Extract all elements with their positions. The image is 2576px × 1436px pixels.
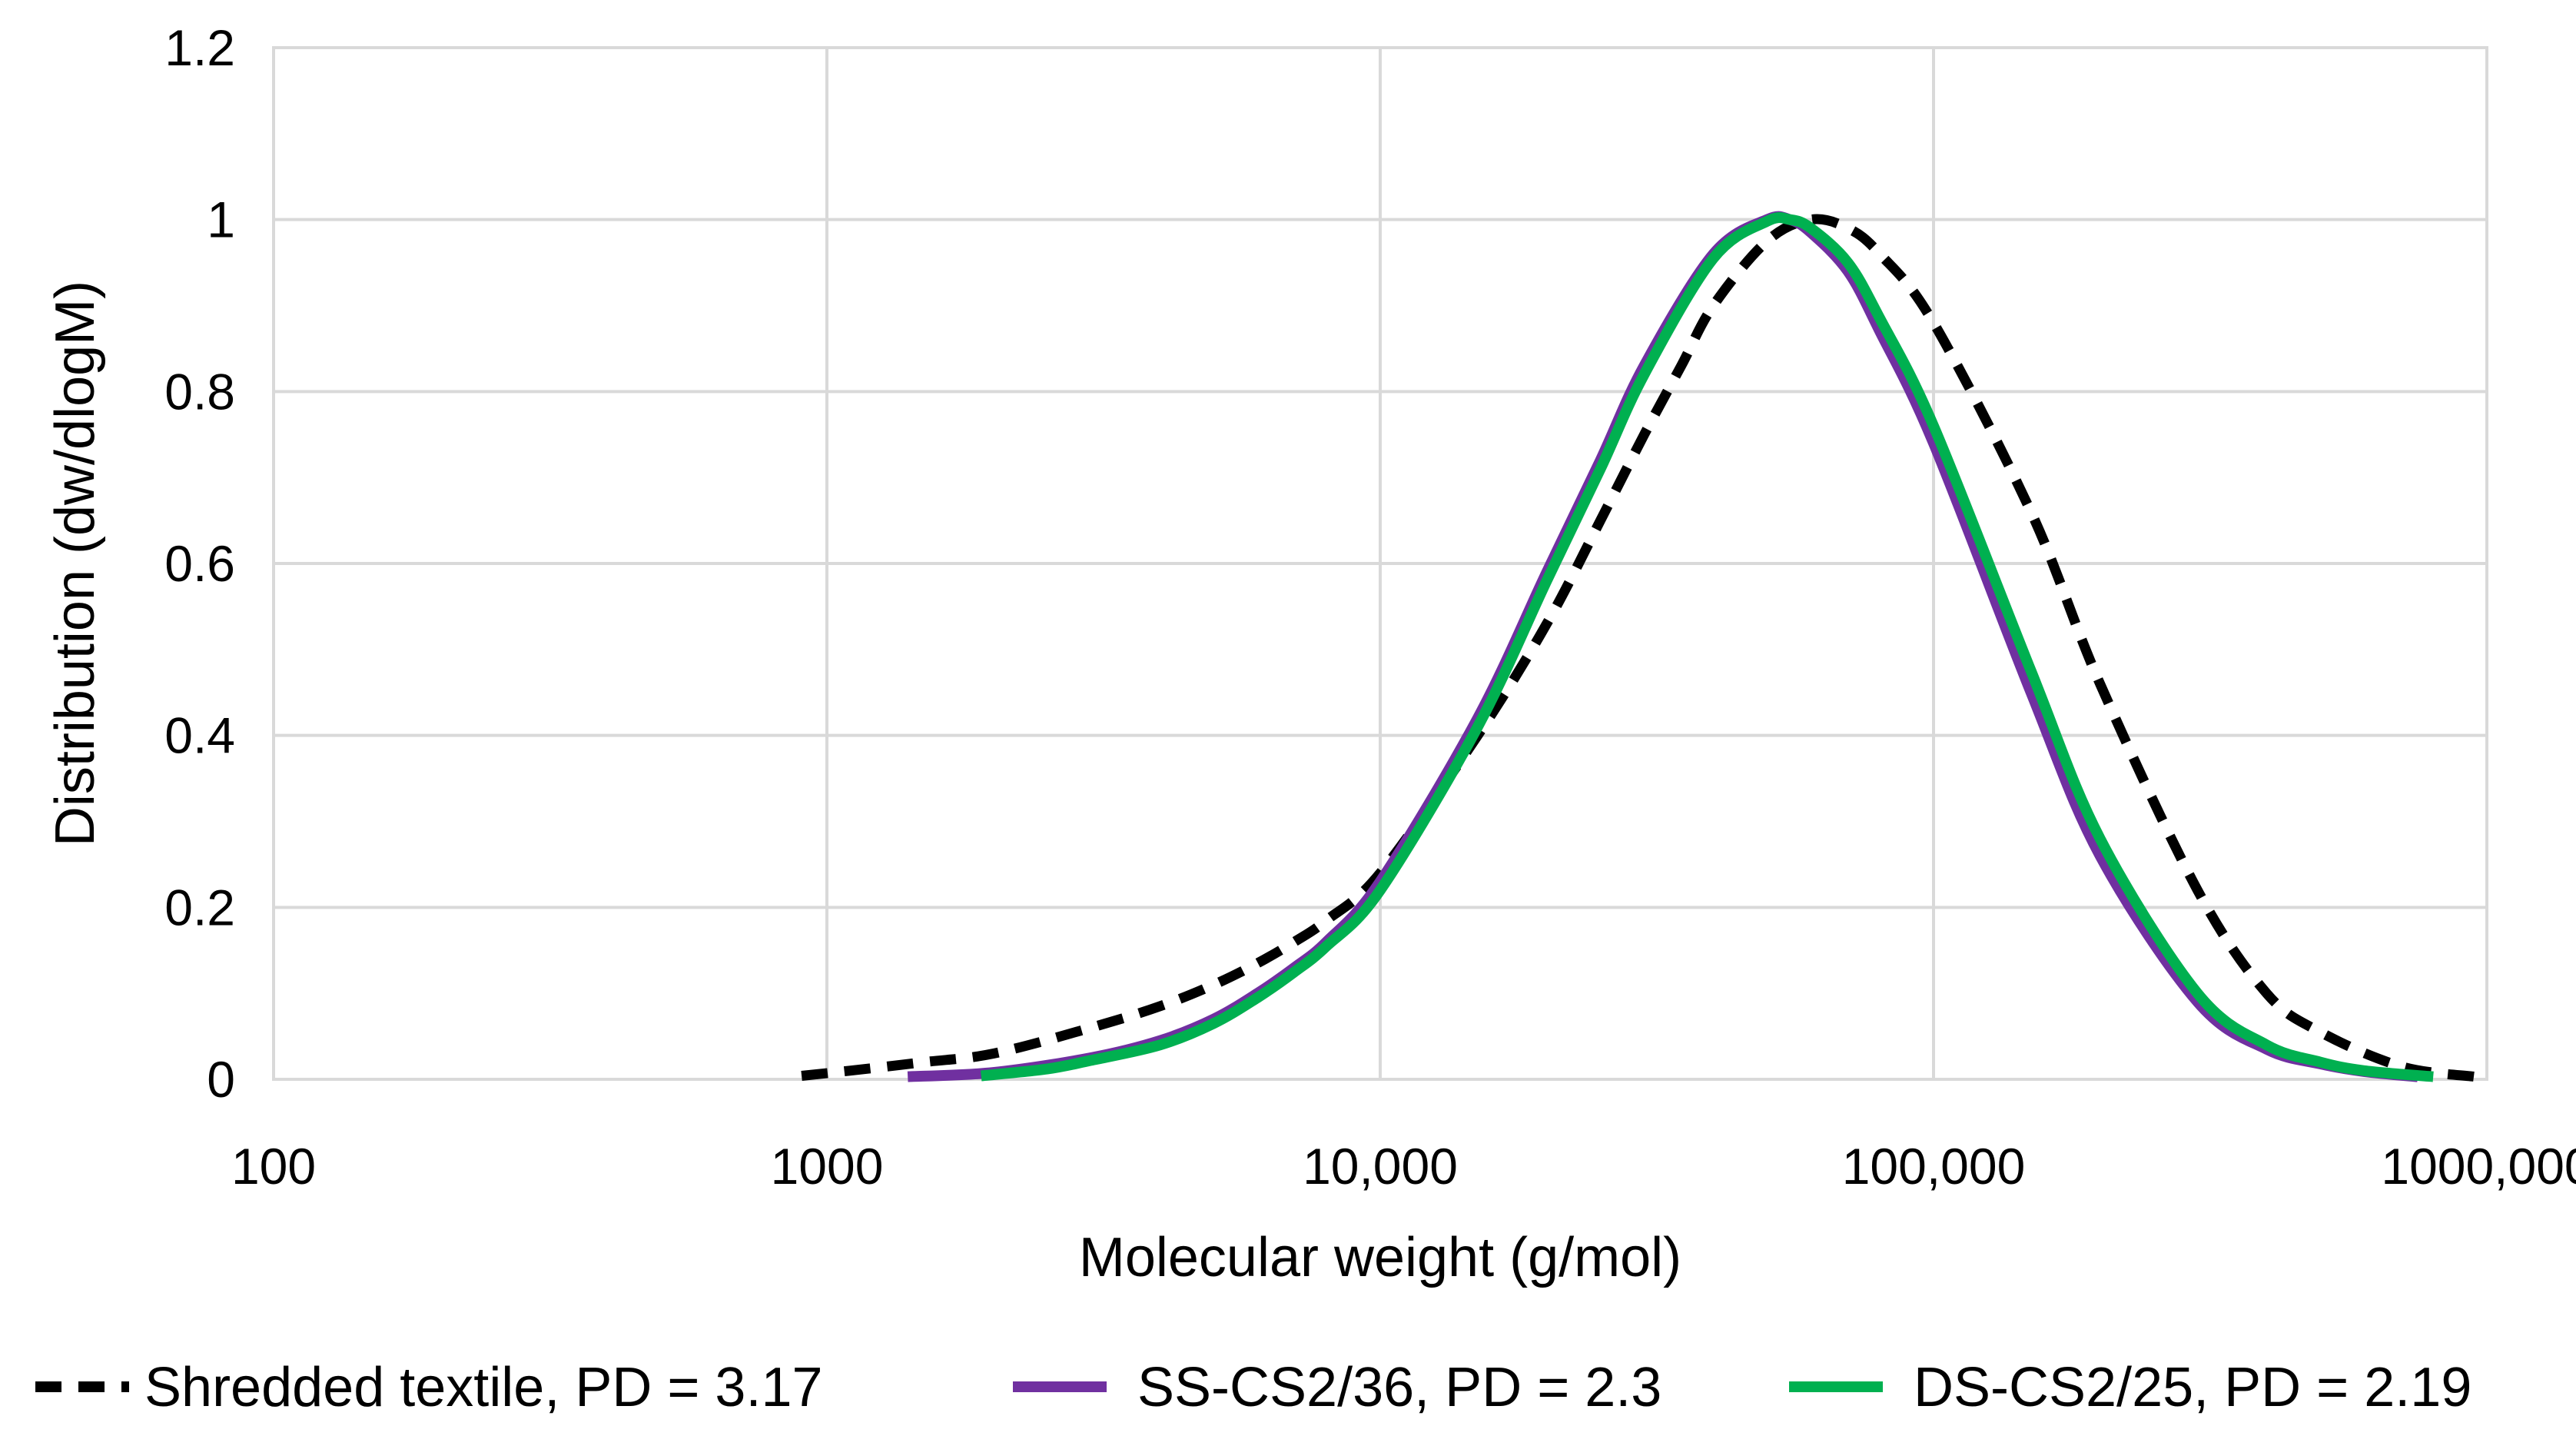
y-tick-label-6: 1.2 bbox=[164, 19, 235, 76]
y-tick-label-1: 0.2 bbox=[164, 879, 235, 936]
x-axis-title: Molecular weight (g/mol) bbox=[1079, 1227, 1681, 1288]
plot-area-border bbox=[272, 46, 2488, 1081]
series-lines bbox=[801, 211, 2475, 1082]
series-line-2 bbox=[980, 212, 2434, 1082]
legend: Shredded textile, PD = 3.17 SS-CS2/36, PD… bbox=[35, 1357, 2471, 1418]
x-tick-label-4: 1000,000 bbox=[2381, 1138, 2576, 1195]
series-line-0 bbox=[801, 214, 2475, 1082]
y-axis-tick-labels: 0 0.2 0.4 0.6 0.8 1 1.2 bbox=[164, 19, 235, 1108]
legend-label-1: SS-CS2/36, PD = 2.3 bbox=[1137, 1357, 1661, 1418]
y-tick-label-0: 0 bbox=[207, 1051, 235, 1108]
legend-label-2: DS-CS2/25, PD = 2.19 bbox=[1914, 1357, 2471, 1418]
y-tick-label-3: 0.6 bbox=[164, 535, 235, 592]
x-tick-label-2: 10,000 bbox=[1303, 1138, 1458, 1195]
y-tick-label-2: 0.4 bbox=[164, 707, 235, 764]
x-tick-label-1: 1000 bbox=[771, 1138, 884, 1195]
x-axis-tick-labels: 100 1000 10,000 100,000 1000,000 bbox=[231, 1138, 2576, 1195]
y-axis-title: Distribution (dw/dlogM) bbox=[45, 281, 106, 846]
legend-label-0: Shredded textile, PD = 3.17 bbox=[144, 1357, 823, 1418]
y-tick-label-5: 1 bbox=[207, 191, 235, 248]
x-tick-label-3: 100,000 bbox=[1842, 1138, 2026, 1195]
y-tick-label-4: 0.8 bbox=[164, 363, 235, 420]
x-tick-label-0: 100 bbox=[231, 1138, 316, 1195]
